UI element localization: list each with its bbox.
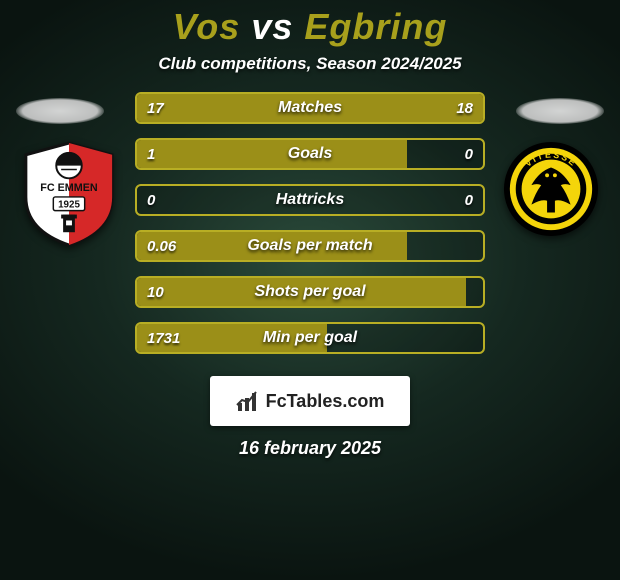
chart-icon — [236, 391, 260, 411]
comparison-card: Vos vs Egbring Club competitions, Season… — [0, 0, 620, 580]
stat-label: Goals per match — [137, 232, 483, 260]
shadow-ellipse-right — [516, 98, 604, 124]
vs-text: vs — [251, 6, 293, 47]
subtitle: Club competitions, Season 2024/2025 — [0, 54, 620, 74]
branding-badge: FcTables.com — [210, 376, 410, 426]
player2-name: Egbring — [304, 6, 447, 47]
stat-bars: 1718Matches 10Goals 00Hattricks 0.06Goals p… — [135, 92, 485, 354]
stat-label: Hattricks — [137, 186, 483, 214]
title: Vos vs Egbring — [0, 0, 620, 48]
shadow-ellipse-left — [16, 98, 104, 124]
fc-emmen-crest: FC EMMEN 1925 — [20, 140, 118, 238]
circle-crest-icon: VITESSE — [502, 140, 600, 238]
svg-text:1925: 1925 — [58, 200, 80, 211]
svg-text:FC EMMEN: FC EMMEN — [40, 182, 98, 194]
stat-bar: 0.06Goals per match — [135, 230, 485, 262]
branding-text: FcTables.com — [266, 391, 385, 412]
stat-bar: 10Shots per goal — [135, 276, 485, 308]
stat-label: Matches — [137, 94, 483, 122]
stat-bar: 10Goals — [135, 138, 485, 170]
shield-icon: FC EMMEN 1925 — [20, 140, 118, 248]
stat-bar: 1731Min per goal — [135, 322, 485, 354]
stat-bar: 1718Matches — [135, 92, 485, 124]
date-text: 16 february 2025 — [0, 438, 620, 459]
stat-label: Min per goal — [137, 324, 483, 352]
stat-label: Goals — [137, 140, 483, 168]
stats-stage: FC EMMEN 1925 VITESSE — [0, 92, 620, 362]
stat-bar: 00Hattricks — [135, 184, 485, 216]
stat-label: Shots per goal — [137, 278, 483, 306]
vitesse-crest: VITESSE — [502, 140, 600, 238]
player1-name: Vos — [173, 6, 241, 47]
